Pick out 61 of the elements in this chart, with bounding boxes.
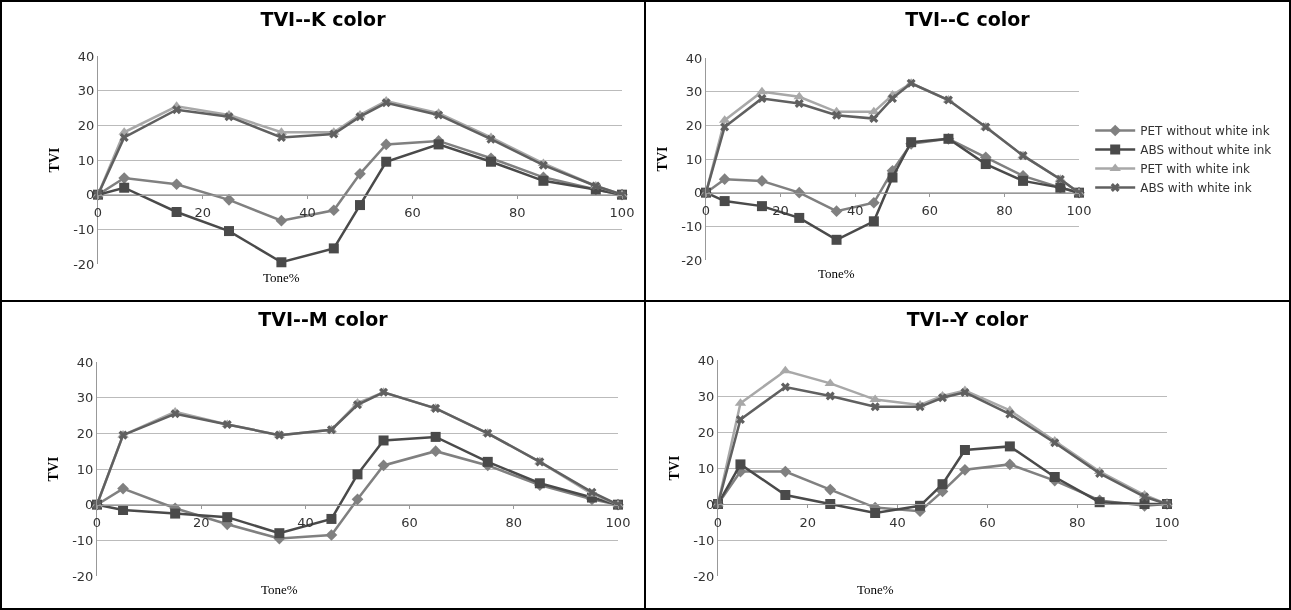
y-tick-label: 20: [76, 425, 94, 441]
y-tick-label: 20: [77, 117, 95, 133]
legend-label: ABS without white ink: [1140, 143, 1272, 158]
x-tick-label: 80: [996, 203, 1013, 219]
y-axis-title: TVI: [654, 146, 670, 172]
x-tick-label: 60: [401, 515, 418, 531]
y-tick-label: -10: [693, 532, 715, 548]
y-tick-label: 40: [76, 354, 94, 370]
y-tick-label: -10: [681, 218, 703, 234]
x-tick-label: 20: [192, 515, 210, 531]
y-tick-label: 0: [86, 187, 95, 203]
y-tick-label: 20: [685, 117, 703, 133]
y-tick-label: 20: [697, 424, 715, 440]
x-tick-label: 100: [605, 515, 631, 531]
y-tick-label: 40: [77, 48, 95, 64]
x-tick-label: 100: [609, 205, 635, 221]
x-axis-title: Tone%: [818, 266, 855, 281]
y-tick-label: 10: [685, 151, 703, 167]
chart-title: TVI--M color: [258, 308, 389, 331]
y-tick-label: 30: [697, 388, 715, 404]
x-tick-label: 40: [846, 203, 864, 219]
x-tick-label: 100: [1066, 203, 1092, 219]
y-tick-label: -20: [693, 568, 715, 584]
y-tick-label: -10: [72, 532, 94, 548]
x-tick-label: 80: [505, 515, 523, 531]
y-tick-label: 10: [76, 461, 94, 477]
y-tick-label: -20: [72, 568, 94, 584]
legend-label: PET without white ink: [1140, 124, 1270, 139]
x-tick-label: 60: [921, 203, 939, 219]
x-axis-title: Tone%: [857, 582, 894, 597]
chart-title: TVI--C color: [905, 7, 1031, 30]
y-tick-label: -20: [73, 256, 95, 272]
y-tick-label: 30: [77, 83, 95, 99]
x-tick-label: 80: [508, 205, 526, 221]
x-axis-title: Tone%: [261, 582, 298, 597]
x-tick-label: 40: [889, 514, 906, 530]
x-tick-label: 60: [404, 205, 421, 221]
y-tick-label: 10: [77, 152, 95, 168]
y-tick-label: 30: [76, 390, 94, 406]
x-tick-label: 100: [1154, 514, 1180, 530]
x-tick-label: 60: [979, 514, 996, 530]
y-tick-label: 10: [697, 460, 715, 476]
y-tick-label: 0: [706, 496, 715, 512]
chart-title: TVI--K color: [260, 7, 387, 30]
y-axis-title: TVI: [45, 456, 61, 482]
chart-title: TVI--Y color: [906, 308, 1029, 331]
y-tick-label: 40: [697, 352, 715, 368]
y-tick-label: 40: [685, 50, 703, 66]
x-tick-label: 80: [1068, 514, 1086, 530]
y-tick-label: 30: [685, 84, 703, 100]
y-tick-label: -20: [681, 252, 703, 268]
x-axis-title: Tone%: [263, 270, 300, 285]
y-axis-title: TVI: [666, 455, 682, 481]
x-tick-label: 20: [799, 514, 817, 530]
y-tick-label: 0: [694, 185, 703, 201]
legend-label: ABS with white ink: [1140, 181, 1252, 196]
legend-label: PET with white ink: [1140, 162, 1251, 177]
y-tick-label: -10: [73, 221, 95, 237]
y-tick-label: 0: [85, 497, 94, 513]
y-axis-title: TVI: [46, 147, 62, 173]
x-tick-label: 20: [194, 205, 212, 221]
